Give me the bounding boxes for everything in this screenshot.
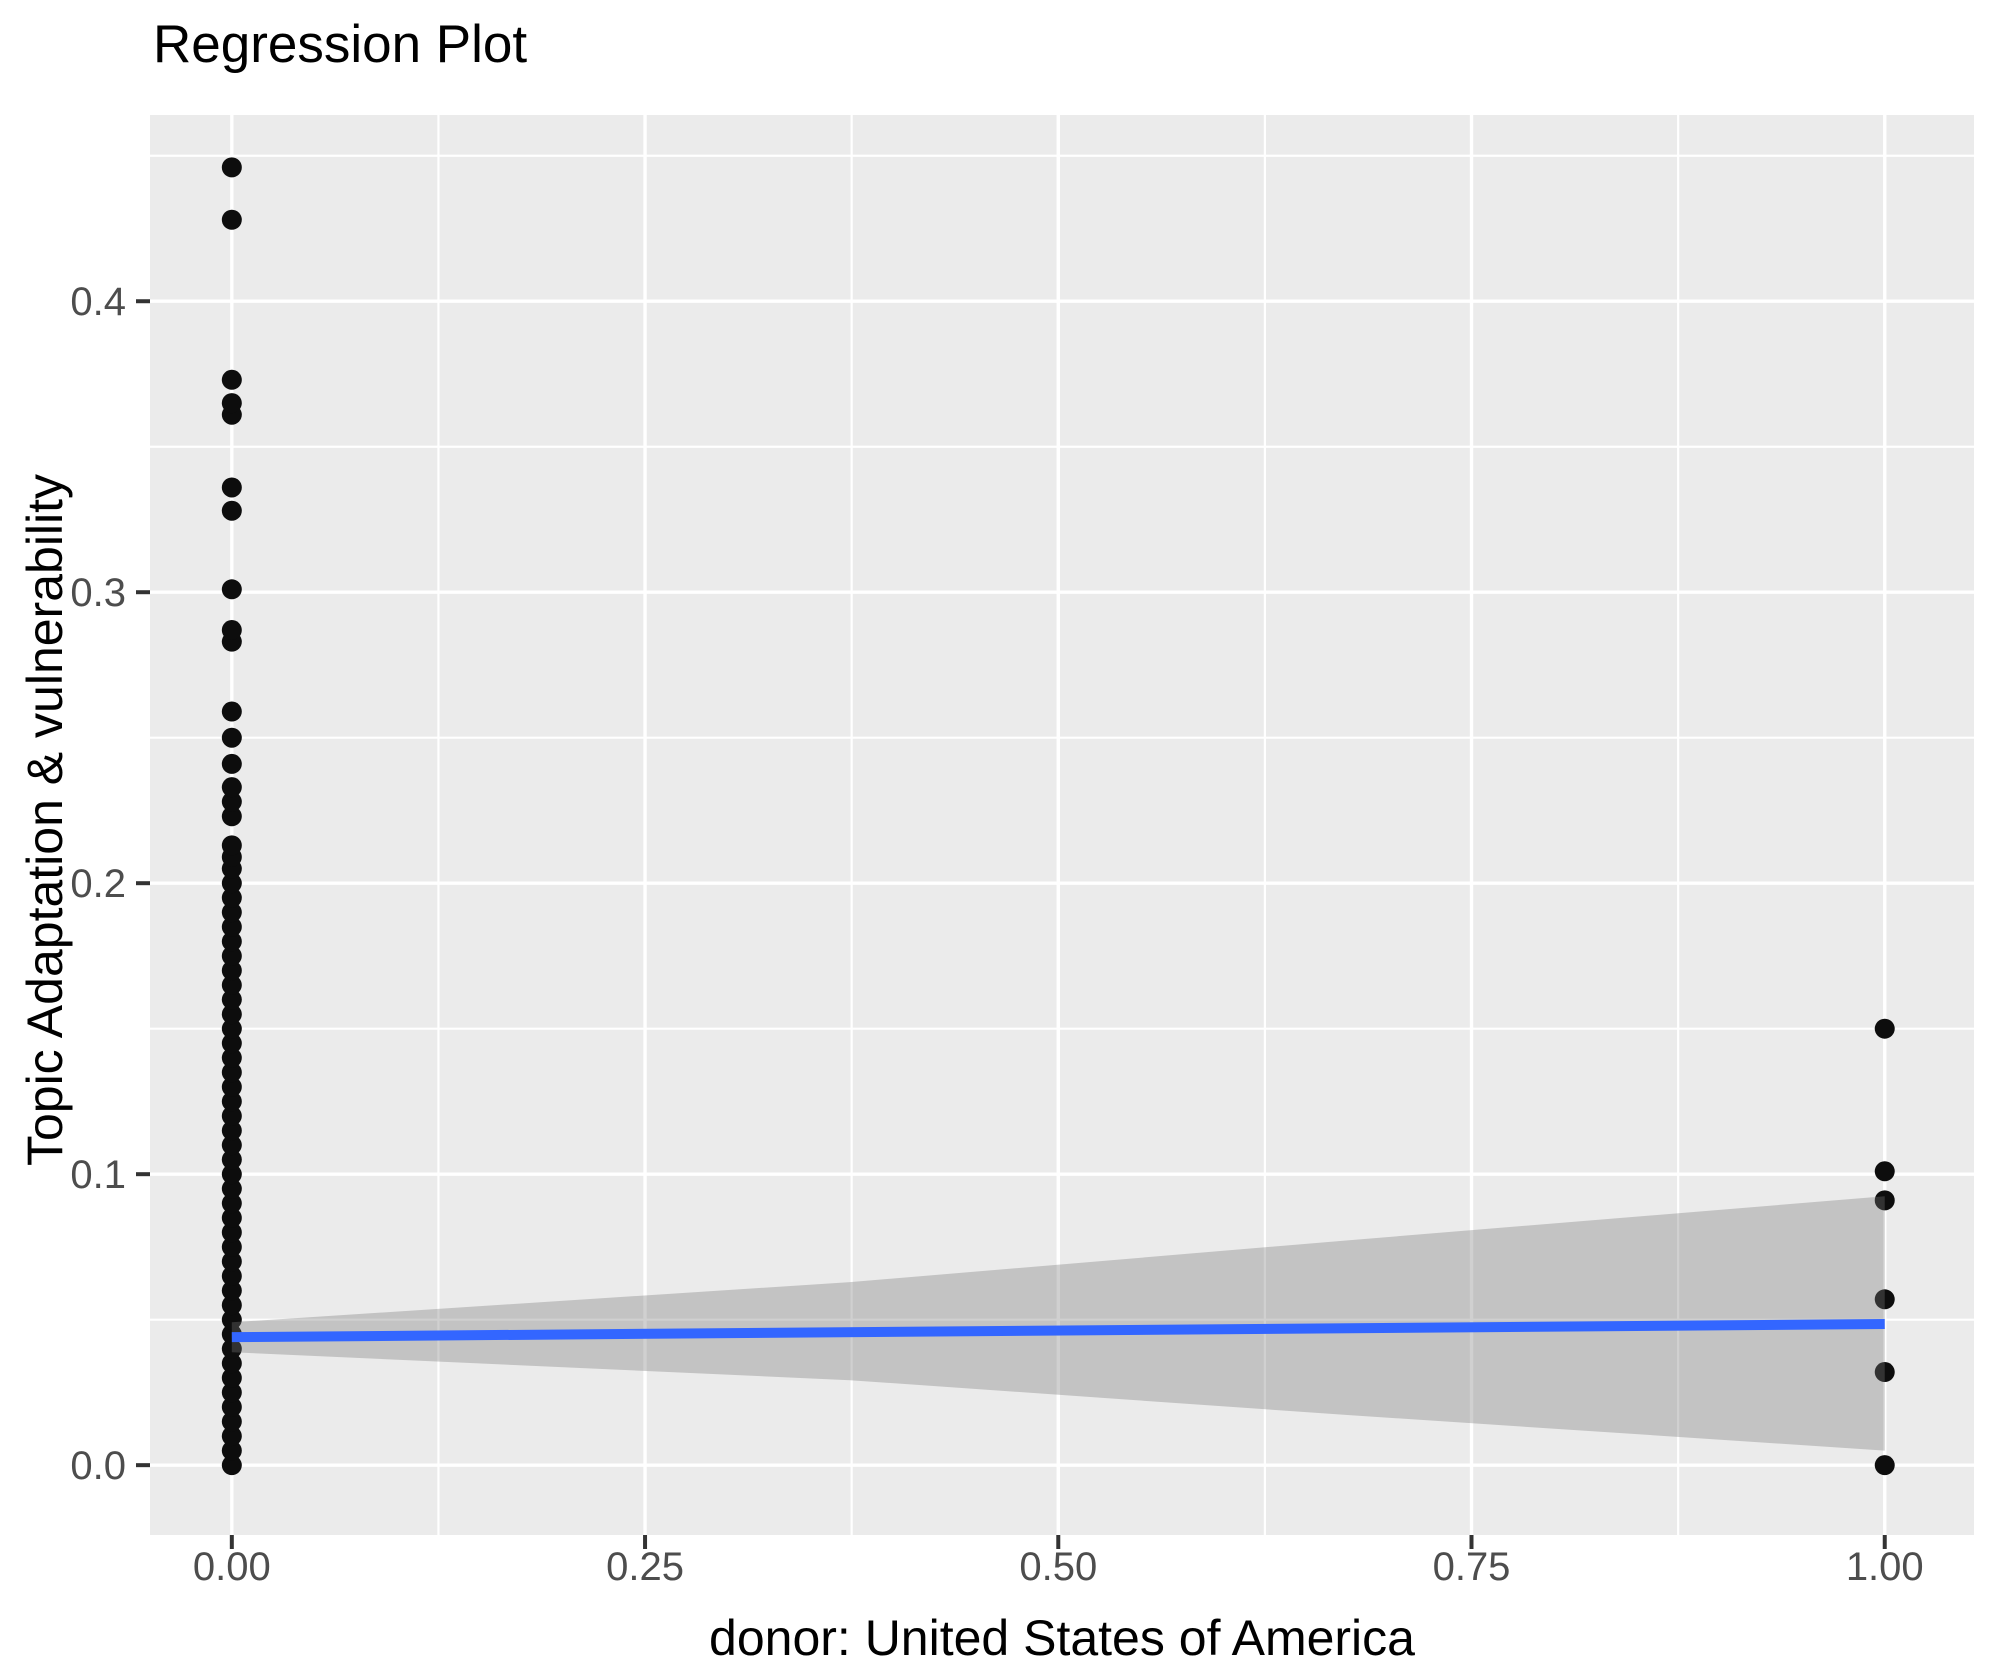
data-point (221, 157, 242, 178)
data-point (1874, 1455, 1895, 1476)
data-point (221, 701, 242, 722)
data-point (221, 1207, 242, 1228)
data-point (221, 1426, 242, 1447)
data-point (221, 806, 242, 827)
plot-title: Regression Plot (153, 15, 527, 74)
data-point (221, 916, 242, 937)
data-point (221, 1222, 242, 1243)
data-point (221, 1120, 242, 1141)
y-tick-label: 0.2 (70, 862, 126, 906)
data-point (221, 1135, 242, 1156)
data-point (221, 579, 242, 600)
data-point (221, 1411, 242, 1432)
data-point (221, 1353, 242, 1374)
regression-line (231, 1319, 1885, 1343)
plot-area (150, 115, 1974, 1535)
y-tick-label: 0.4 (70, 280, 126, 324)
y-tick-label: 0.1 (70, 1153, 126, 1197)
data-point (221, 753, 242, 774)
data-point (221, 1338, 242, 1359)
data-point (221, 1149, 242, 1170)
data-point (221, 477, 242, 498)
data-point (221, 791, 242, 812)
data-point (221, 873, 242, 894)
data-point (221, 1251, 242, 1272)
data-point (1874, 1018, 1895, 1039)
data-point (221, 1367, 242, 1388)
data-point (221, 1382, 242, 1403)
data-point (221, 1295, 242, 1316)
data-point (221, 393, 242, 414)
data-point (221, 1396, 242, 1417)
data-point (221, 1076, 242, 1097)
data-point (221, 989, 242, 1010)
data-point (221, 1062, 242, 1083)
data-point (221, 620, 242, 641)
data-point (221, 727, 242, 748)
data-point (221, 1018, 242, 1039)
data-point (221, 835, 242, 856)
panel-background (150, 115, 1974, 1535)
x-tick-label: 0.00 (193, 1545, 271, 1589)
data-point (221, 1047, 242, 1068)
data-point (221, 1091, 242, 1112)
confidence-band (231, 1196, 1885, 1451)
x-tick-label: 0.25 (606, 1545, 684, 1589)
x-tick-label: 0.50 (1019, 1545, 1097, 1589)
data-point (221, 1455, 242, 1476)
data-point (221, 1309, 242, 1330)
data-point (1874, 1161, 1895, 1182)
data-point (221, 209, 242, 230)
data-point (221, 1164, 242, 1185)
y-tick-label: 0.0 (70, 1444, 126, 1488)
data-point (221, 945, 242, 966)
x-axis-title: donor: United States of America (709, 1610, 1415, 1665)
y-tick-label: 0.3 (70, 571, 126, 615)
data-point (221, 1033, 242, 1054)
data-point (221, 500, 242, 521)
y-axis-title: Topic Adaptation & vulnerability (17, 474, 73, 1166)
data-point (221, 960, 242, 981)
data-point (221, 902, 242, 923)
data-point (221, 777, 242, 798)
data-point (221, 369, 242, 390)
data-point (221, 1193, 242, 1214)
data-point (221, 975, 242, 996)
x-tick-label: 1.00 (1846, 1545, 1924, 1589)
data-point (221, 1280, 242, 1301)
data-point (221, 1236, 242, 1257)
data-point (1874, 1289, 1895, 1310)
data-point (221, 1266, 242, 1287)
data-point (221, 1105, 242, 1126)
data-point (221, 931, 242, 952)
data-point (221, 1004, 242, 1025)
data-point (221, 1178, 242, 1199)
x-tick-label: 0.75 (1433, 1545, 1511, 1589)
data-point (221, 887, 242, 908)
data-point (221, 1440, 242, 1461)
data-point (1874, 1190, 1895, 1211)
data-point (1874, 1362, 1895, 1383)
